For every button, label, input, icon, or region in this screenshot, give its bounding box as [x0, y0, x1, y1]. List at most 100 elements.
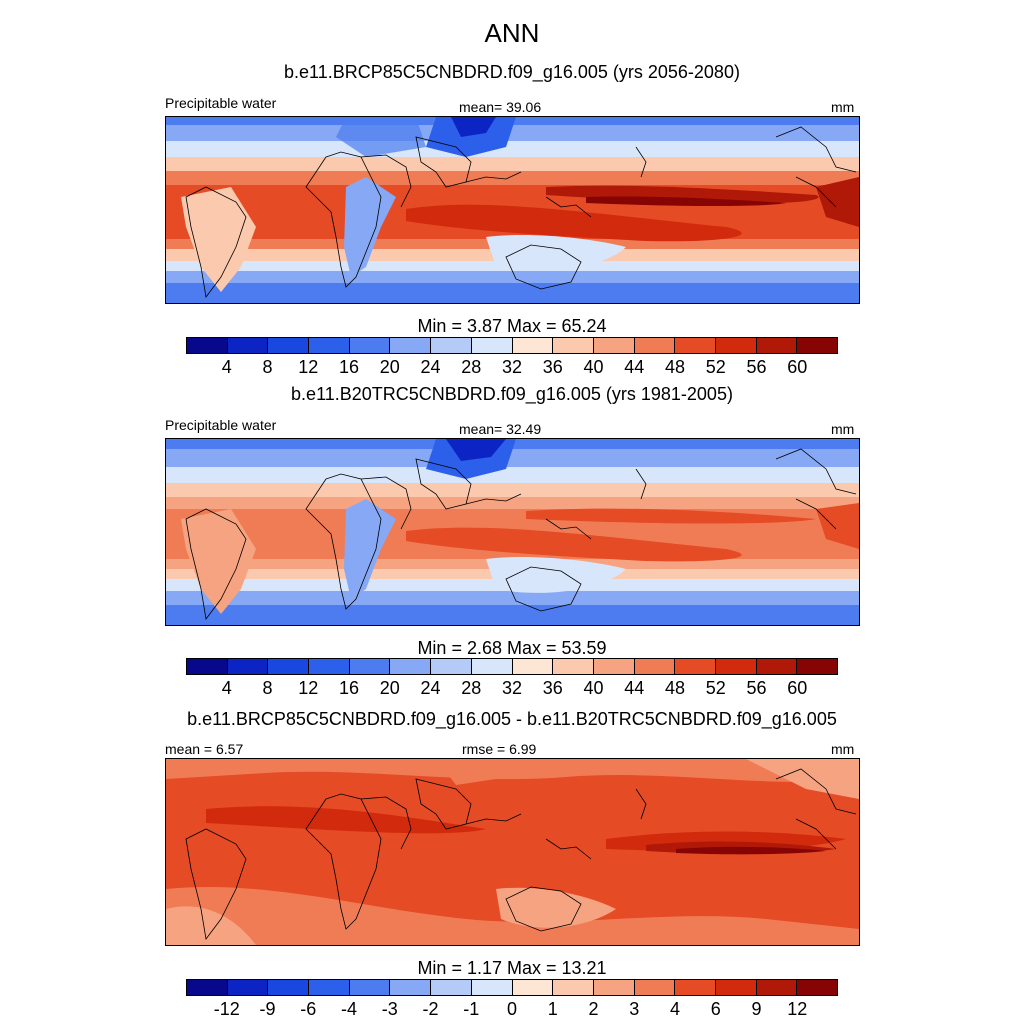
colorbar-swatch: [268, 338, 310, 353]
colorbar-tick-label: 9: [751, 999, 762, 1019]
colorbar-swatch: [268, 659, 310, 674]
colorbar-swatch: [187, 659, 228, 674]
colorbar-tick-label: 0: [506, 999, 518, 1019]
colorbar-tick-label: 48: [664, 678, 686, 698]
panel-3-units-label: mm: [831, 741, 855, 757]
colorbar-tick-label: 16: [338, 678, 360, 698]
colorbar-swatch: [431, 659, 472, 674]
panel-3-colorbar: [186, 979, 838, 996]
panel-3-colorbar-ticks: -12 -9 -6 -4 -3 -2 -1 0 1 2 3 4 6 9 12: [186, 999, 838, 1021]
panel-1-mean-label: mean= 39.06: [459, 99, 542, 115]
panel-2-mean-label: mean= 32.49: [459, 421, 542, 437]
panel-1-colorbar: [186, 337, 838, 354]
colorbar-tick-label: 16: [338, 357, 360, 377]
colorbar-tick-label: 20: [379, 357, 400, 377]
colorbar-tick-label: 4: [221, 357, 232, 377]
colorbar-tick-label: 40: [583, 678, 604, 698]
colorbar-tick-label: 52: [705, 678, 726, 698]
colorbar-swatch: [512, 338, 554, 353]
colorbar-swatch: [431, 980, 472, 995]
colorbar-swatch: [715, 338, 757, 353]
colorbar-tick-label: 32: [501, 678, 523, 698]
colorbar-tick-label: 28: [461, 678, 482, 698]
colorbar-tick-label: 1: [547, 999, 558, 1019]
panel-1-map: [165, 116, 860, 304]
panel-1-map-field: [166, 117, 859, 303]
panel-1-title: b.e11.BRCP85C5CNBDRD.f09_g16.005 (yrs 20…: [284, 62, 740, 82]
colorbar-swatch: [756, 980, 798, 995]
colorbar-swatch: [675, 659, 716, 674]
panel-2-units-label: mm: [831, 421, 855, 437]
colorbar-swatch: [756, 659, 798, 674]
colorbar-tick-label: 36: [542, 357, 563, 377]
panel-3-map: [165, 758, 860, 946]
colorbar-tick-label: 48: [664, 357, 686, 377]
colorbar-swatch: [349, 338, 391, 353]
colorbar-swatch: [187, 980, 228, 995]
colorbar-tick-label: 6: [710, 999, 721, 1019]
colorbar-tick-label: -9: [259, 999, 276, 1019]
panel-1-colorbar-ticks: 4 8 12 16 20 24 28 32 36 40 44 48 52 56 60: [186, 357, 838, 379]
colorbar-swatch: [187, 338, 228, 353]
colorbar-tick-label: -3: [381, 999, 398, 1019]
panel-2-colorbar: [186, 658, 838, 675]
colorbar-swatch: [675, 980, 716, 995]
colorbar-tick-label: 24: [420, 357, 441, 377]
colorbar-tick-label: -6: [300, 999, 317, 1019]
panel-1-minmax: Min = 3.87 Max = 65.24: [417, 316, 607, 336]
colorbar-tick-label: 24: [420, 678, 441, 698]
panel-2-map-field: [166, 439, 859, 625]
panel-2-variable-label: Precipitable water: [165, 417, 277, 433]
colorbar-swatch: [349, 659, 391, 674]
colorbar-tick-label: 28: [461, 357, 482, 377]
colorbar-swatch: [390, 980, 432, 995]
colorbar-swatch: [634, 980, 676, 995]
colorbar-swatch: [512, 659, 554, 674]
colorbar-swatch: [512, 980, 554, 995]
panel-2-map: [165, 438, 860, 626]
colorbar-swatch: [471, 659, 513, 674]
colorbar-tick-label: 12: [298, 678, 319, 698]
colorbar-tick-label: 12: [298, 357, 319, 377]
colorbar-swatch: [553, 980, 594, 995]
colorbar-tick-label: 4: [669, 999, 681, 1019]
colorbar-swatch: [553, 659, 594, 674]
colorbar-swatch: [797, 659, 837, 674]
colorbar-swatch: [268, 980, 310, 995]
colorbar-swatch: [634, 338, 676, 353]
colorbar-swatch: [309, 980, 350, 995]
colorbar-swatch: [675, 338, 716, 353]
panel-1-units-label: mm: [831, 99, 855, 115]
colorbar-swatch: [309, 338, 350, 353]
colorbar-swatch: [227, 659, 269, 674]
panel-3-title: b.e11.BRCP85C5CNBDRD.f09_g16.005 - b.e11…: [187, 709, 837, 729]
panel-3-map-field: [166, 759, 859, 945]
colorbar-swatch: [309, 659, 350, 674]
colorbar-swatch: [471, 338, 513, 353]
colorbar-swatch: [797, 980, 837, 995]
colorbar-tick-label: -2: [422, 999, 439, 1019]
colorbar-swatch: [715, 980, 757, 995]
colorbar-tick-label: 12: [787, 999, 808, 1019]
colorbar-tick-label: 8: [262, 357, 273, 377]
colorbar-tick-label: 4: [221, 678, 232, 698]
colorbar-tick-label: -12: [213, 999, 240, 1019]
colorbar-swatch: [471, 980, 513, 995]
colorbar-swatch: [593, 980, 635, 995]
colorbar-tick-label: 2: [588, 999, 599, 1019]
panel-2-minmax: Min = 2.68 Max = 53.59: [417, 638, 607, 658]
colorbar-swatch: [431, 338, 472, 353]
colorbar-tick-label: 56: [746, 357, 767, 377]
colorbar-tick-label: -4: [340, 999, 358, 1019]
colorbar-swatch: [593, 659, 635, 674]
colorbar-tick-label: 56: [746, 678, 767, 698]
figure-title: ANN: [484, 18, 540, 48]
panel-3-minmax: Min = 1.17 Max = 13.21: [417, 958, 607, 978]
colorbar-swatch: [593, 338, 635, 353]
colorbar-tick-label: 44: [624, 357, 645, 377]
colorbar-swatch: [390, 659, 432, 674]
colorbar-swatch: [227, 980, 269, 995]
colorbar-swatch: [390, 338, 432, 353]
colorbar-tick-label: 36: [542, 678, 563, 698]
colorbar-swatch: [634, 659, 676, 674]
